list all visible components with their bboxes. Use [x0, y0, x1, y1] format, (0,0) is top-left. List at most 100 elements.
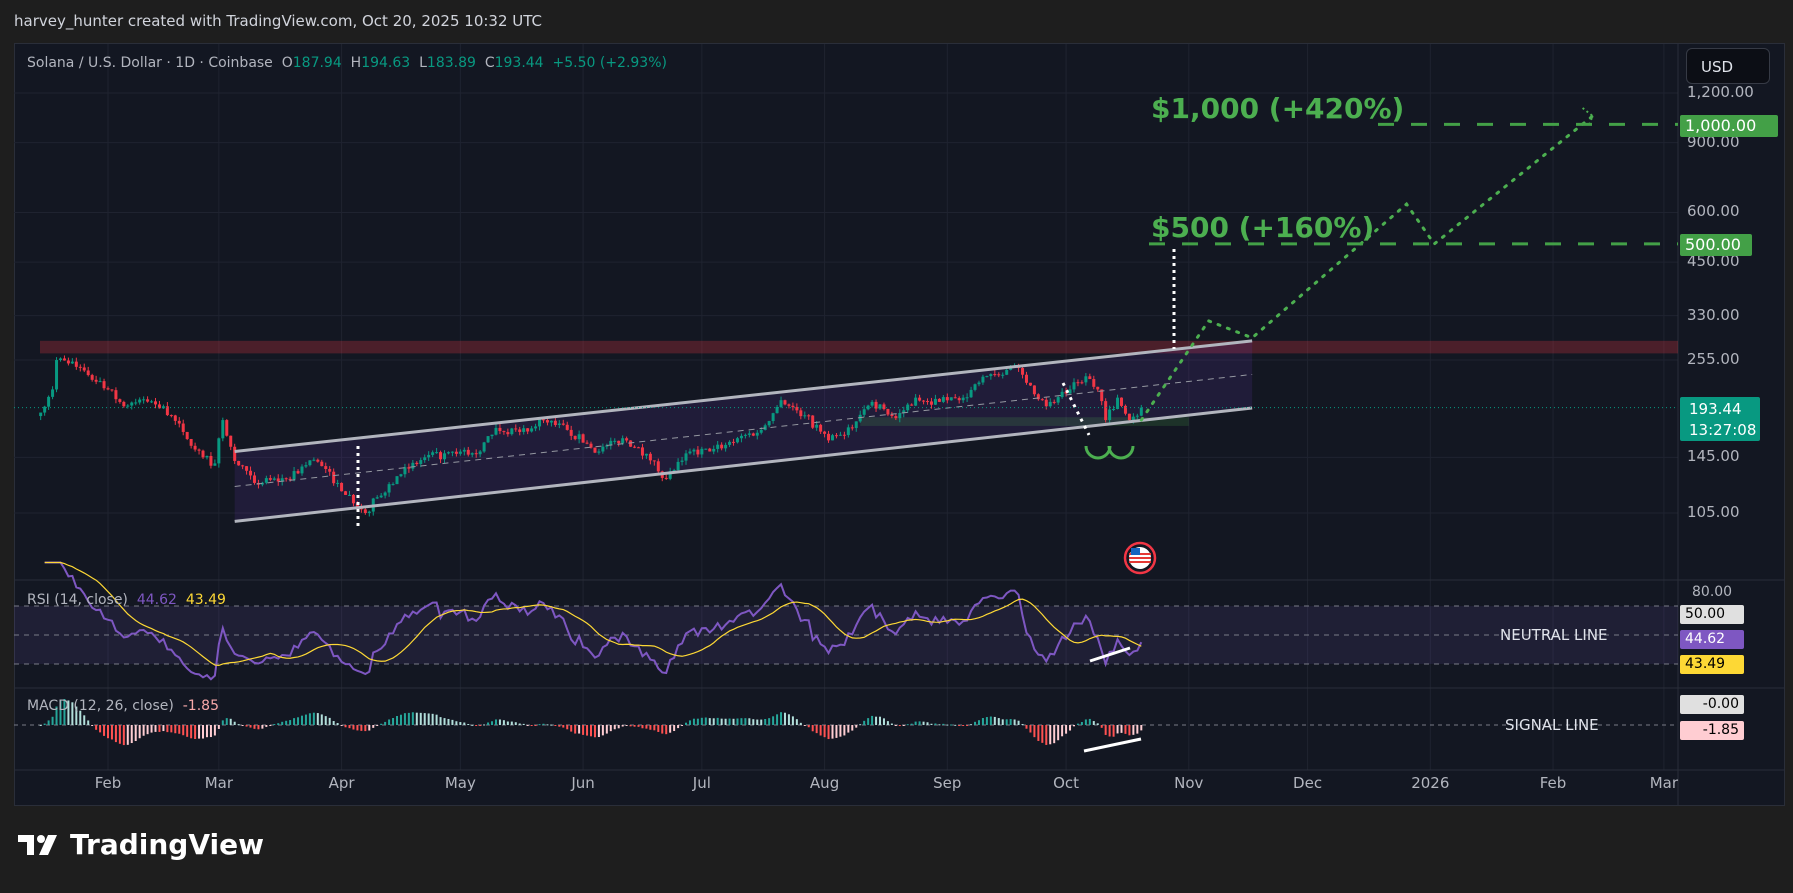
- macd-histogram-bar: [122, 725, 125, 746]
- tradingview-logo[interactable]: TradingView: [18, 828, 264, 861]
- macd-histogram-bar: [300, 715, 303, 725]
- macd-histogram-bar: [673, 725, 676, 732]
- candle: [557, 423, 561, 425]
- macd-histogram-bar: [110, 725, 113, 740]
- macd-histogram-bar: [1061, 725, 1064, 737]
- candle: [114, 390, 118, 400]
- macd-histogram-bar: [795, 719, 798, 725]
- flag-stripe: [1129, 557, 1151, 559]
- candle: [173, 415, 177, 421]
- candle: [692, 449, 696, 452]
- macd-histogram-bar: [336, 722, 339, 725]
- macd-histogram-bar: [427, 713, 430, 725]
- candle: [1005, 369, 1009, 375]
- candle: [229, 435, 233, 447]
- candle: [375, 497, 379, 499]
- macd-histogram-bar: [704, 717, 707, 725]
- macd-histogram-bar: [890, 723, 893, 725]
- candle: [795, 407, 799, 411]
- candle: [945, 397, 949, 401]
- macd-histogram-bar: [530, 725, 533, 726]
- candle: [70, 361, 74, 364]
- flag-stripe: [1129, 561, 1151, 563]
- macd-histogram-bar: [487, 722, 490, 725]
- flag-ring: [1123, 541, 1157, 575]
- candle: [644, 453, 648, 456]
- channel-fill: [234, 340, 1253, 522]
- price-tick-label: 450.00: [1687, 252, 1740, 271]
- macd-histogram-bar: [985, 717, 988, 725]
- macd-histogram-bar: [233, 721, 236, 725]
- candle: [347, 494, 351, 496]
- candle: [593, 447, 597, 453]
- candle: [181, 423, 185, 432]
- macd-histogram-bar: [118, 725, 121, 744]
- macd-histogram-bar: [930, 723, 933, 725]
- rsi-current-label: 44.62: [1680, 630, 1744, 649]
- macd-histogram-bar: [324, 716, 327, 725]
- candle: [419, 460, 423, 465]
- candle: [735, 438, 739, 443]
- macd-histogram-bar: [981, 718, 984, 725]
- macd-histogram-bar: [732, 718, 735, 725]
- macd-histogram-bar: [1132, 725, 1135, 735]
- candle: [850, 427, 854, 429]
- candle: [664, 477, 668, 479]
- candle: [668, 471, 672, 479]
- candle: [201, 450, 205, 458]
- candle: [613, 440, 617, 442]
- candle: [276, 478, 280, 482]
- candle: [146, 399, 150, 402]
- tradingview-logo-icon: [18, 834, 57, 855]
- candle: [549, 420, 553, 423]
- close-label: C: [484, 55, 495, 71]
- high-value: 194.63: [361, 55, 411, 71]
- macd-histogram-bar: [47, 720, 50, 725]
- candle: [82, 367, 86, 371]
- candle: [74, 361, 78, 367]
- macd-histogram-bar: [791, 716, 794, 725]
- low-value: 183.89: [426, 55, 476, 71]
- macd-histogram-bar: [922, 721, 925, 725]
- macd-histogram-bar: [724, 718, 727, 725]
- candle: [51, 389, 55, 397]
- macd-histogram-bar: [459, 722, 462, 725]
- macd-histogram-bar: [403, 713, 406, 725]
- target-500-axis-label: 500.00: [1680, 234, 1752, 256]
- candle: [110, 389, 114, 391]
- currency-button[interactable]: USD: [1686, 48, 1770, 84]
- candle: [910, 404, 914, 406]
- chart-panel[interactable]: [14, 43, 1785, 806]
- macd-histogram-bar: [467, 723, 470, 725]
- macd-histogram-bar: [87, 720, 90, 725]
- macd-histogram-bar: [107, 725, 109, 739]
- macd-histogram-bar: [558, 725, 561, 727]
- candle: [775, 406, 779, 414]
- macd-histogram-bar: [1088, 718, 1091, 725]
- macd-histogram-bar: [522, 723, 525, 725]
- candle: [252, 475, 256, 483]
- macd-histogram-bar: [863, 720, 866, 725]
- macd-histogram-bar: [645, 725, 648, 729]
- macd-histogram-bar: [71, 702, 74, 725]
- candle: [336, 482, 340, 484]
- candle: [435, 452, 439, 454]
- macd-histogram-bar: [146, 725, 149, 735]
- macd-histogram-bar: [265, 725, 268, 727]
- candle: [783, 400, 787, 405]
- candle: [1068, 389, 1072, 394]
- candle: [193, 445, 197, 450]
- macd-histogram-bar: [273, 724, 276, 726]
- macd-histogram-bar: [1057, 725, 1060, 741]
- candle: [126, 405, 130, 407]
- macd-histogram-bar: [1116, 725, 1119, 734]
- candle: [866, 405, 870, 410]
- resistance-zone: [40, 340, 1678, 354]
- candle: [985, 376, 989, 378]
- candle: [886, 409, 890, 415]
- projection-path: [1139, 114, 1595, 422]
- candle: [55, 360, 59, 390]
- candle: [1120, 397, 1124, 406]
- macd-histogram-bar: [803, 725, 806, 726]
